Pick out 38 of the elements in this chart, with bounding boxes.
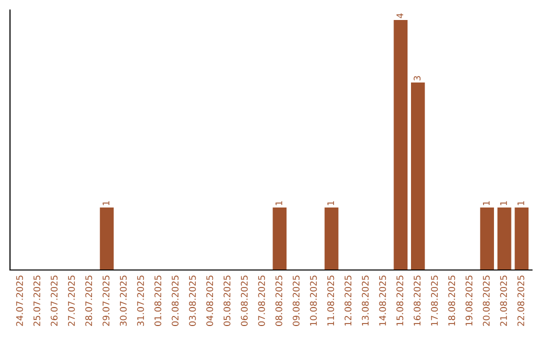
x-tick-label: 20.08.2025: [482, 276, 490, 326]
data-label: 1: [482, 201, 490, 206]
x-tick-label: 21.08.2025: [500, 276, 507, 326]
data-label: 3: [414, 76, 421, 80]
x-tick-label: 04.08.2025: [206, 276, 214, 326]
x-tick-label: 13.08.2025: [362, 276, 369, 326]
x-tick-label: 29.07.2025: [102, 276, 110, 326]
data-label: 1: [500, 201, 507, 206]
x-tick-label: 22.08.2025: [517, 276, 524, 326]
x-tick-label: 09.08.2025: [292, 276, 300, 326]
data-label: 1: [276, 201, 282, 206]
x-tick-label: 28.07.2025: [85, 276, 92, 326]
x-tick-label: 15.08.2025: [396, 276, 404, 326]
x-tick-label: 05.08.2025: [224, 276, 230, 326]
x-tick-label: 31.07.2025: [137, 276, 144, 326]
x-tick-label: 07.08.2025: [258, 276, 265, 326]
x-tick-label: 08.08.2025: [275, 276, 282, 326]
x-tick-label: 06.08.2025: [240, 276, 248, 326]
x-tick-label: 24.07.2025: [16, 276, 23, 326]
x-tick-label: 27.07.2025: [68, 276, 75, 326]
x-tick-label: 01.08.2025: [154, 276, 162, 326]
x-tick-label: 19.08.2025: [466, 276, 472, 326]
x-tick-label: 10.08.2025: [310, 276, 317, 326]
x-tick-label: 30.07.2025: [120, 276, 127, 326]
data-label: 1: [102, 201, 110, 206]
data-label: 4: [396, 13, 404, 18]
x-tick-label: 26.07.2025: [50, 276, 58, 326]
data-label: 1: [518, 201, 524, 206]
x-tick-label: 14.08.2025: [379, 276, 386, 326]
x-tick-label: 25.07.2025: [33, 276, 40, 326]
x-tick-label: 16.08.2025: [414, 276, 421, 326]
x-tick-label: 12.08.2025: [344, 276, 352, 326]
x-tick-label: 18.08.2025: [448, 276, 456, 326]
x-tick-label: 03.08.2025: [189, 276, 196, 326]
x-tick-label: 17.08.2025: [430, 276, 438, 326]
x-tick-label: 11.08.2025: [327, 276, 334, 326]
x-tick-label: 02.08.2025: [172, 276, 179, 326]
data-label: 1: [327, 201, 334, 206]
